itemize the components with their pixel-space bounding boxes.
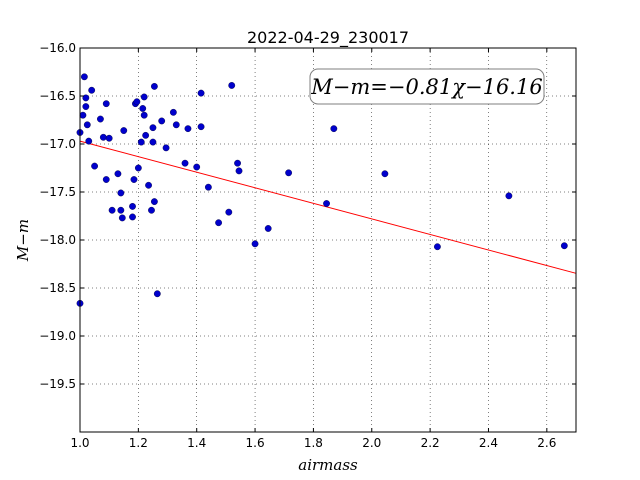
data-point (134, 164, 142, 172)
fit-equation-frame (309, 68, 545, 105)
data-point (140, 111, 148, 119)
y-tick-label: −16.5 (39, 89, 76, 103)
data-point (120, 127, 128, 134)
data-point (560, 242, 568, 250)
data-point (85, 137, 93, 145)
data-point (184, 125, 192, 133)
data-point (102, 176, 110, 183)
data-point (102, 100, 110, 108)
data-point (264, 225, 272, 232)
y-tick-label: −16.0 (39, 41, 76, 55)
fit-line (79, 140, 577, 274)
y-tick-label: −18.0 (39, 233, 76, 247)
data-point (80, 73, 88, 81)
data-point (140, 93, 148, 101)
y-tick-label: −18.5 (39, 281, 76, 295)
data-point (228, 82, 236, 89)
data-point (197, 123, 205, 131)
data-point (88, 86, 96, 94)
data-point (153, 290, 161, 298)
data-point (83, 121, 91, 129)
data-point (150, 198, 158, 206)
data-point (148, 206, 155, 214)
data-point (117, 189, 125, 197)
data-point (137, 138, 145, 146)
data-point (145, 181, 152, 189)
fit-line-group (79, 140, 577, 274)
x-tick-label: 1.4 (187, 436, 206, 450)
data-point (169, 108, 177, 116)
data-point (133, 98, 141, 106)
data-point (149, 138, 157, 146)
data-point (172, 121, 180, 129)
y-tick-labels: −16.0 −16.5 −17.0 −17.5 −18.0 −18.5 −19.0 −19.5 (39, 41, 76, 391)
data-point (91, 162, 98, 170)
data-point (204, 183, 212, 191)
data-point (105, 134, 113, 142)
data-point (117, 206, 125, 214)
data-point (285, 169, 293, 177)
data-point (108, 206, 116, 214)
data-point (97, 115, 104, 123)
data-point (158, 117, 166, 125)
data-point (130, 176, 138, 183)
data-point (197, 89, 205, 97)
x-tick-label: 1.0 (70, 436, 89, 450)
x-tick-label: 1.8 (304, 436, 323, 450)
data-point (235, 167, 243, 175)
y-tick-label: −17.0 (39, 137, 76, 151)
data-points (76, 73, 568, 307)
data-point (150, 83, 158, 90)
y-axis-label: M−m (14, 219, 32, 262)
x-tick-label: 1.2 (129, 436, 148, 450)
data-point (82, 94, 90, 102)
x-tick-label: 2.0 (362, 436, 381, 450)
data-point (234, 159, 241, 167)
data-point (139, 105, 147, 112)
data-point (434, 243, 441, 251)
data-point (505, 192, 513, 200)
data-point (251, 240, 259, 248)
data-point (129, 213, 136, 221)
data-point (82, 103, 90, 110)
data-point (142, 131, 150, 139)
data-point (181, 159, 189, 167)
axis-ticks (79, 47, 576, 432)
x-tick-label: 2.6 (537, 436, 556, 450)
data-point (129, 202, 136, 210)
x-tick-label: 2.4 (479, 436, 498, 450)
data-point (215, 219, 222, 227)
y-tick-label: −17.5 (39, 185, 76, 199)
data-point (193, 163, 201, 171)
data-point (149, 124, 157, 132)
data-point (114, 170, 122, 178)
y-tick-label: −19.5 (39, 377, 76, 391)
data-point (118, 214, 126, 222)
data-point (99, 133, 107, 141)
fit-equation-box: M−m=−0.81χ−16.16 (309, 68, 545, 105)
data-point (381, 170, 389, 178)
y-tick-label: −19.0 (39, 329, 76, 343)
data-point (225, 208, 233, 216)
x-axis-label: airmass (298, 456, 358, 474)
x-tick-label: 2.2 (421, 436, 440, 450)
data-point (79, 111, 87, 119)
data-point (323, 200, 330, 207)
chart-title: 2022-04-29_230017 (247, 28, 409, 48)
fit-equation-text: M−m=−0.81χ−16.16 (310, 75, 542, 99)
x-tick-label: 1.6 (246, 436, 265, 450)
data-point (330, 125, 338, 133)
data-point (162, 144, 170, 152)
x-tick-labels: 1.0 1.2 1.4 1.6 1.8 2.0 2.2 2.4 2.6 (70, 436, 556, 450)
